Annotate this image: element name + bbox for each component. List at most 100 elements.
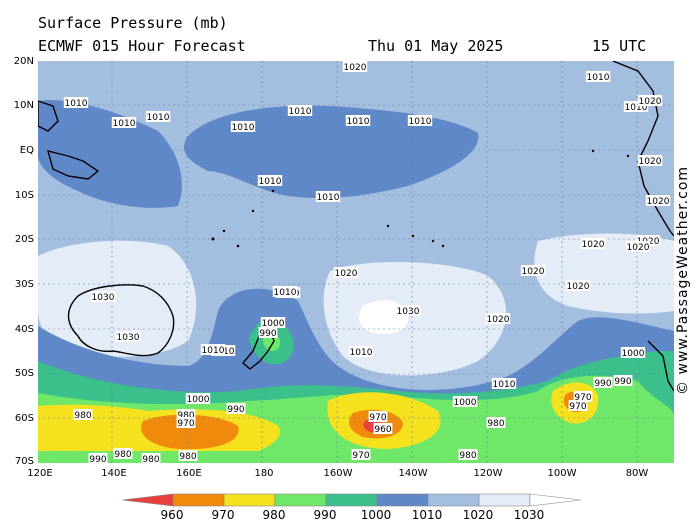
- svg-text:1020: 1020: [335, 269, 358, 279]
- svg-text:970: 970: [369, 413, 386, 423]
- svg-text:1010: 1010: [274, 288, 297, 298]
- forecast-date: Thu 01 May 2025: [368, 37, 504, 55]
- lon-label: 140E: [101, 468, 127, 479]
- scale-swatch: [122, 493, 174, 507]
- isobar-label: 1020: [342, 61, 368, 73]
- isobar-label: 970: [176, 417, 196, 429]
- isobar-label: 980: [141, 453, 161, 463]
- pressure-color-scale: [122, 493, 582, 507]
- isobar-label: 970: [368, 411, 388, 423]
- isobar-label: 1010: [111, 117, 137, 129]
- svg-text:1020: 1020: [627, 243, 650, 253]
- scale-swatch: [529, 493, 582, 507]
- isobar-label: 1010: [145, 111, 171, 123]
- svg-text:980: 980: [459, 451, 476, 461]
- lon-label: 120W: [473, 468, 503, 479]
- svg-text:980: 980: [177, 411, 194, 421]
- isobar-label: 1010: [345, 115, 371, 127]
- svg-text:970: 970: [574, 393, 591, 403]
- model-forecast-label: ECMWF 015 Hour Forecast: [38, 37, 246, 55]
- svg-text:970: 970: [569, 402, 586, 412]
- svg-text:1020: 1020: [582, 240, 605, 250]
- isobar-label: 1020: [333, 267, 359, 279]
- svg-text:1010: 1010: [259, 177, 282, 187]
- lat-label: 70S: [14, 456, 34, 467]
- svg-text:980: 980: [74, 411, 91, 421]
- copyright-text: © www.PassageWeather.com: [675, 165, 691, 395]
- isobar-label: 990: [593, 377, 613, 389]
- svg-text:1000: 1000: [622, 349, 645, 359]
- svg-text:1020: 1020: [522, 267, 545, 277]
- isobar-label: 1020: [645, 195, 671, 207]
- svg-text:1020: 1020: [344, 63, 367, 73]
- isobar-label: 1000: [452, 396, 478, 408]
- svg-text:980: 980: [114, 450, 131, 460]
- scale-label: 1000: [360, 508, 392, 522]
- scale-label: 1020: [462, 508, 494, 522]
- isobar-label: 1010: [272, 286, 298, 298]
- new-guinea-coast: [47, 150, 100, 180]
- scale-swatch: [172, 493, 225, 507]
- lon-label: 140W: [398, 468, 428, 479]
- lat-label: EQ: [19, 145, 34, 156]
- lon-label: 160E: [176, 468, 202, 479]
- lat-label: 10N: [13, 100, 34, 111]
- scale-swatch: [223, 493, 276, 507]
- svg-text:1010: 1010: [350, 348, 373, 358]
- svg-text:1020: 1020: [647, 197, 670, 207]
- svg-text:1000: 1000: [454, 398, 477, 408]
- low-pressure-equatorial: [184, 105, 479, 198]
- isobar-label: 1020: [637, 155, 663, 167]
- isobar-label: 1030: [395, 305, 421, 317]
- svg-text:990: 990: [89, 455, 106, 463]
- svg-text:980: 980: [487, 419, 504, 429]
- lat-label: 20N: [13, 56, 34, 67]
- isobar-label: 990: [258, 327, 278, 339]
- isobar-label: 990: [88, 453, 108, 463]
- isobar-label: 1020: [565, 280, 591, 292]
- svg-text:1000: 1000: [187, 395, 210, 405]
- isobar-label: 1020: [625, 241, 651, 253]
- isobar-label: 1000: [620, 347, 646, 359]
- chart-title: Surface Pressure (mb): [38, 14, 228, 32]
- scale-label: 980: [262, 508, 286, 522]
- isobar-label: 1030: [115, 331, 141, 343]
- isobar-label: 970: [351, 449, 371, 461]
- isobar-label: 1010: [407, 115, 433, 127]
- lat-label: 50S: [14, 368, 34, 379]
- scale-swatch: [274, 493, 327, 507]
- isobar-label: 980: [176, 409, 196, 421]
- lat-label: 10S: [14, 190, 34, 201]
- svg-text:1010: 1010: [409, 117, 432, 127]
- lon-label: 80W: [625, 468, 649, 479]
- forecast-time: 15 UTC: [592, 37, 647, 55]
- svg-text:970: 970: [177, 419, 194, 429]
- lon-label: 120E: [27, 468, 53, 479]
- high-pressure-east: [534, 233, 674, 314]
- isobar-label: 980: [486, 417, 506, 429]
- svg-text:1010: 1010: [493, 380, 516, 390]
- svg-text:1030: 1030: [397, 307, 420, 317]
- svg-text:970: 970: [352, 451, 369, 461]
- high-pressure-australia: [38, 240, 197, 357]
- svg-text:1020: 1020: [639, 157, 662, 167]
- scale-swatch: [325, 493, 378, 507]
- isobar-label: 1020: [520, 265, 546, 277]
- isobar-label: 1020: [485, 313, 511, 325]
- svg-text:990: 990: [614, 377, 631, 387]
- lon-label: 160W: [323, 468, 353, 479]
- isobar-label: 1030: [90, 291, 116, 303]
- isobar-label: 1010: [623, 101, 649, 113]
- low-970-west: [141, 414, 239, 450]
- isobar-label: 1000: [185, 393, 211, 405]
- svg-text:1010: 1010: [202, 346, 225, 356]
- svg-text:1010: 1010: [113, 119, 136, 129]
- svg-text:1030: 1030: [117, 333, 140, 343]
- svg-text:980: 980: [142, 455, 159, 463]
- scale-label: 970: [211, 508, 235, 522]
- svg-text:990: 990: [227, 405, 244, 415]
- isobar-label: 1020: [637, 95, 663, 107]
- svg-text:1020: 1020: [567, 282, 590, 292]
- lat-label: 20S: [14, 234, 34, 245]
